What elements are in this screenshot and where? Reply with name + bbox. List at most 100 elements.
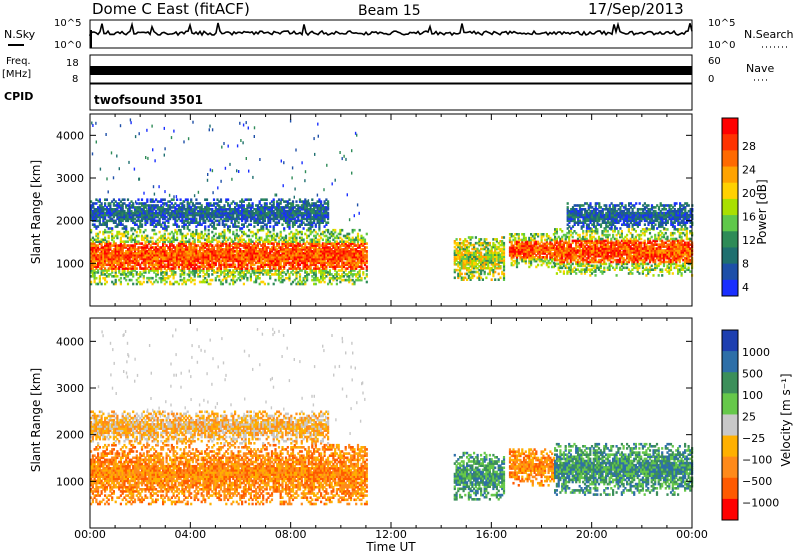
range-cell (166, 281, 168, 284)
range-cell (473, 275, 475, 278)
range-cell (111, 233, 113, 236)
range-cell (141, 198, 143, 201)
range-cell (518, 262, 520, 265)
range-cell (264, 283, 266, 286)
range-cell (324, 281, 326, 284)
range-cell (499, 265, 501, 268)
range-cell (215, 233, 217, 236)
nave-tick-top: 60 (708, 56, 721, 67)
range-cell (120, 277, 122, 280)
range-cell (173, 198, 175, 201)
range-cell (525, 237, 527, 240)
range-cell (201, 231, 203, 234)
range-cell (132, 273, 134, 276)
range-cell (220, 198, 222, 201)
range-cell (238, 221, 240, 224)
range-cell (322, 239, 324, 242)
range-cell (273, 283, 275, 286)
nsky-trace (90, 23, 692, 48)
range-cell (320, 200, 322, 203)
range-cell (178, 225, 180, 228)
range-cell (153, 229, 155, 232)
range-cell (471, 236, 473, 239)
range-cell (362, 267, 364, 270)
range-cell (99, 231, 101, 234)
range-cell (494, 271, 496, 274)
cpid-program: twofsound 3501 (94, 93, 203, 107)
range-cell (101, 202, 103, 205)
range-cell (299, 273, 301, 276)
freq-trace (90, 66, 692, 75)
range-cell (132, 233, 134, 236)
range-cell (120, 281, 122, 284)
range-cell (159, 231, 161, 234)
range-cell (503, 236, 505, 239)
nsearch-tick-top: 10^5 (708, 18, 735, 29)
range-cell (496, 238, 498, 241)
range-cell (178, 283, 180, 286)
range-cell (248, 235, 250, 238)
range-cell (518, 233, 520, 236)
range-cell (125, 279, 127, 282)
range-cell (253, 225, 255, 228)
range-cell (125, 225, 127, 228)
range-cell (274, 239, 276, 242)
range-cell (194, 279, 196, 282)
range-cell (180, 229, 182, 232)
range-cell (201, 204, 203, 207)
range-cell (336, 283, 338, 286)
range-cell (101, 283, 103, 286)
range-cell (204, 225, 206, 228)
range-cell (152, 237, 154, 240)
range-cell (115, 279, 117, 282)
range-cell (366, 246, 368, 249)
range-cell (99, 198, 101, 201)
station-title: Dome C East (fitACF) (92, 0, 250, 18)
range-cell (116, 275, 118, 278)
range-cell (266, 202, 268, 205)
range-cell (180, 198, 182, 201)
range-cell (188, 239, 190, 242)
range-cell (498, 273, 500, 276)
range-cell (269, 231, 271, 234)
range-cell (491, 278, 493, 281)
range-cell (136, 267, 138, 270)
range-cell (494, 278, 496, 281)
range-cell (195, 229, 197, 232)
range-cell (132, 283, 134, 286)
range-cell (167, 225, 169, 228)
range-cell (301, 231, 303, 234)
range-cell (489, 242, 491, 245)
range-cell (243, 283, 245, 286)
range-cell (123, 198, 125, 201)
range-cell (461, 273, 463, 276)
range-cell (176, 237, 178, 240)
range-cell (348, 233, 350, 236)
range-cell (157, 281, 159, 284)
range-cell (227, 198, 229, 201)
range-cell (234, 275, 236, 278)
range-cell (499, 277, 501, 280)
nave-tick-bottom: 0 (708, 74, 714, 85)
range-cell (215, 227, 217, 230)
range-cell (503, 242, 505, 245)
freq-tick-top: 18 (66, 58, 79, 69)
range-cell (223, 229, 225, 232)
range-cell (164, 233, 166, 236)
range-cell (331, 283, 333, 286)
range-cell (514, 237, 516, 240)
range-cell (211, 279, 213, 282)
range-cell (211, 231, 213, 234)
beam-label: Beam 15 (358, 3, 421, 19)
range-cell (127, 283, 129, 286)
range-cell (259, 277, 261, 280)
range-cell (111, 227, 113, 230)
range-cell (303, 227, 305, 230)
range-cell (327, 212, 329, 215)
range-cell (288, 198, 290, 201)
range-cell (194, 283, 196, 286)
cpid-label: CPID (4, 90, 33, 103)
range-cell (366, 242, 368, 245)
nave-label: Nave (746, 62, 774, 75)
